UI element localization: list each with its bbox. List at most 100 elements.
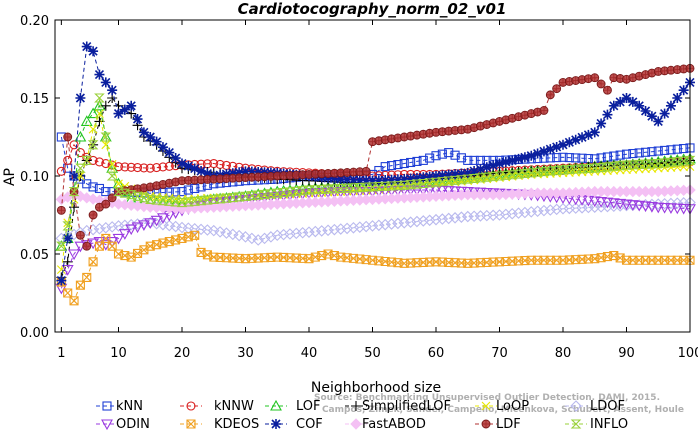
data-point-INFLO <box>456 175 467 185</box>
data-point-kNN <box>418 155 428 165</box>
data-point-COF <box>100 77 111 88</box>
series-LDF <box>56 63 695 251</box>
data-point-INFLO <box>138 193 150 203</box>
data-point-COF <box>475 164 486 175</box>
data-point-COF <box>437 170 448 181</box>
data-point-COF <box>481 162 492 173</box>
data-point-ODIN <box>601 197 614 209</box>
data-point-COF <box>608 100 619 111</box>
data-point-COF <box>107 85 118 96</box>
data-point-INFLO <box>525 168 537 178</box>
data-point-INFLO <box>449 175 461 185</box>
data-point-kNN <box>88 182 98 192</box>
data-point-ODIN <box>620 199 633 211</box>
data-point-INFLO <box>354 182 366 193</box>
data-point-LDOF <box>290 227 303 240</box>
legend-marker-ODIN <box>101 419 113 431</box>
legend-item-FastABOD: FastABOD <box>345 417 426 432</box>
legend-marker-LDOF <box>570 400 582 412</box>
data-point-COF <box>367 175 378 186</box>
data-point-kNN <box>164 187 174 197</box>
data-point-LDF-ring <box>82 241 92 251</box>
data-point-LDOF <box>265 231 277 243</box>
data-point-LDOF <box>220 227 233 239</box>
data-point-kNN <box>660 145 670 155</box>
data-point-INFLO <box>227 192 239 203</box>
data-point-INFLO <box>424 178 435 188</box>
data-point-KDEOS <box>94 241 104 251</box>
data-point-COF <box>519 152 530 163</box>
data-point-INFLO <box>367 182 378 192</box>
x-tick-label: 30 <box>237 346 254 361</box>
legend-label-LoOP: LoOP <box>496 399 529 414</box>
data-point-LDOF <box>233 229 245 242</box>
x-tick-label: 90 <box>618 346 635 361</box>
data-point-COF <box>500 156 511 167</box>
data-point-LDOF <box>131 218 144 230</box>
data-point-INFLO <box>379 181 391 191</box>
data-point-kNN <box>177 187 187 197</box>
legend-label-FastABOD: FastABOD <box>362 417 426 432</box>
data-point-kNN <box>393 160 403 170</box>
data-point-ODIN <box>150 215 163 227</box>
data-point-INFLO <box>652 158 664 169</box>
data-point-INFLO <box>271 188 283 198</box>
data-point-ODIN <box>125 224 138 236</box>
series-layer <box>55 41 696 306</box>
legend-label-COF: COF <box>296 417 323 432</box>
data-point-INFLO <box>303 185 315 195</box>
x-tick-label: 70 <box>491 346 508 361</box>
data-point-INFLO <box>360 182 372 192</box>
data-point-kNN <box>628 148 638 159</box>
data-point-COF <box>183 161 194 172</box>
data-point-COF <box>132 114 143 125</box>
series-ODIN <box>55 185 696 295</box>
data-point-kNN <box>564 153 574 163</box>
data-point-kNN <box>437 149 447 159</box>
data-point-COF <box>196 166 207 177</box>
data-point-INFLO <box>462 174 474 184</box>
data-point-INFLO <box>132 191 143 201</box>
data-point-kNNW <box>152 163 162 173</box>
data-point-COF <box>545 144 556 155</box>
data-point-INFLO <box>646 159 658 169</box>
legend-item-ODIN: ODIN <box>96 417 150 432</box>
data-point-KDEOS <box>75 280 85 290</box>
data-point-COF <box>640 106 651 116</box>
data-point-LDOF <box>366 220 379 232</box>
data-point-INFLO <box>335 183 347 194</box>
data-point-INFLO <box>621 160 632 170</box>
data-point-LoOP <box>114 179 123 189</box>
data-point-INFLO <box>157 196 169 206</box>
data-point-COF <box>342 174 353 185</box>
data-point-ODIN <box>157 213 169 224</box>
data-point-INFLO <box>265 189 277 199</box>
data-point-INFLO <box>87 140 99 150</box>
data-point-COF <box>392 174 403 185</box>
data-point-INFLO <box>208 194 220 204</box>
data-point-COF <box>411 172 422 183</box>
data-point-LDOF <box>538 204 550 217</box>
y-tick-label: 0.15 <box>20 92 49 107</box>
data-point-COF <box>564 137 575 148</box>
data-point-COF <box>348 174 359 185</box>
data-point-LDOF <box>296 227 309 239</box>
data-point-LDOF <box>246 232 258 245</box>
data-point-LDOF <box>360 220 372 233</box>
legend-item-SimplifiedLOF: SimplifiedLOF <box>345 399 451 414</box>
data-point-LDOF <box>544 204 557 216</box>
data-point-COF <box>56 275 67 286</box>
data-point-kNN <box>640 147 651 157</box>
data-point-COF <box>621 93 632 103</box>
data-point-COF <box>538 146 549 157</box>
legend-label-SimplifiedLOF: SimplifiedLOF <box>362 399 451 414</box>
x-tick-label: 20 <box>174 346 191 361</box>
data-point-INFLO <box>392 181 404 191</box>
legend-label-INFLO: INFLO <box>590 417 628 432</box>
data-point-INFLO <box>671 157 683 167</box>
data-point-INFLO <box>487 172 499 182</box>
data-point-COF <box>583 129 594 140</box>
data-point-INFLO <box>75 163 86 173</box>
data-point-COF <box>551 141 562 152</box>
data-point-INFLO <box>583 163 594 174</box>
